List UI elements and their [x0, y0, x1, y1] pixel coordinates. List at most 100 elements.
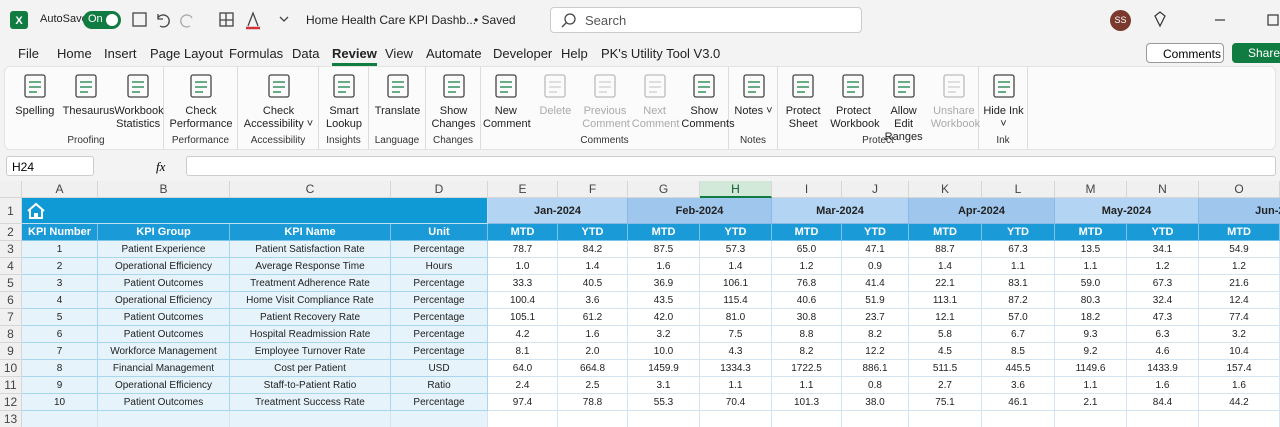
- data-cell[interactable]: 43.5: [628, 292, 700, 309]
- ribbon-button[interactable]: Show Comments: [679, 71, 735, 131]
- ribbon-button[interactable]: Translate: [369, 71, 426, 118]
- data-cell[interactable]: 3.2: [1199, 326, 1280, 343]
- column-header[interactable]: L: [982, 181, 1055, 198]
- empty-cell[interactable]: [22, 411, 98, 427]
- data-cell[interactable]: 40.5: [558, 275, 628, 292]
- menu-tab[interactable]: Page Layout: [150, 46, 224, 61]
- data-cell[interactable]: 157.4: [1199, 360, 1280, 377]
- data-cell[interactable]: 12.1: [909, 309, 982, 326]
- data-cell[interactable]: Ratio: [391, 377, 488, 394]
- menu-tab[interactable]: Automate: [426, 46, 482, 61]
- row-header[interactable]: 3: [0, 241, 22, 258]
- ribbon-button[interactable]: Protect Sheet: [778, 71, 828, 131]
- data-cell[interactable]: 78.7: [488, 241, 558, 258]
- ribbon-button[interactable]: Check Accessibility ˅: [238, 71, 319, 131]
- data-cell[interactable]: USD: [391, 360, 488, 377]
- data-cell[interactable]: 10.0: [628, 343, 700, 360]
- data-cell[interactable]: 57.0: [982, 309, 1055, 326]
- ribbon-button[interactable]: Workbook Statistics: [112, 71, 164, 131]
- column-header[interactable]: G: [628, 181, 700, 198]
- row-header[interactable]: 8: [0, 326, 22, 343]
- menu-tab[interactable]: File: [18, 46, 39, 61]
- name-box[interactable]: H24: [6, 156, 94, 176]
- data-cell[interactable]: 59.0: [1055, 275, 1127, 292]
- data-cell[interactable]: Hours: [391, 258, 488, 275]
- menu-tab[interactable]: Insert: [104, 46, 137, 61]
- data-cell[interactable]: 7: [22, 343, 98, 360]
- column-header[interactable]: A: [22, 181, 98, 198]
- data-cell[interactable]: Operational Efficiency: [98, 292, 230, 309]
- data-cell[interactable]: 1.4: [700, 258, 772, 275]
- ribbon-button[interactable]: Show Changes: [426, 71, 481, 131]
- data-cell[interactable]: 97.4: [488, 394, 558, 411]
- data-cell[interactable]: 77.4: [1199, 309, 1280, 326]
- empty-cell[interactable]: [700, 411, 772, 427]
- row-header[interactable]: 7: [0, 309, 22, 326]
- menu-tab[interactable]: Data: [292, 46, 320, 61]
- data-cell[interactable]: Percentage: [391, 326, 488, 343]
- data-cell[interactable]: 2.1: [1055, 394, 1127, 411]
- ribbon-button[interactable]: Spelling: [9, 71, 61, 118]
- row-header[interactable]: 1: [0, 198, 22, 224]
- empty-cell[interactable]: [842, 411, 909, 427]
- data-cell[interactable]: 2.7: [909, 377, 982, 394]
- column-header[interactable]: H: [700, 181, 772, 198]
- ribbon-button[interactable]: Hide Ink ˅: [979, 71, 1028, 131]
- data-cell[interactable]: Financial Management: [98, 360, 230, 377]
- column-header[interactable]: D: [391, 181, 488, 198]
- menu-tab[interactable]: Developer: [493, 46, 553, 61]
- ribbon-button[interactable]: New Comment: [481, 71, 531, 131]
- ribbon-button[interactable]: Smart Lookup: [319, 71, 369, 131]
- data-cell[interactable]: 22.1: [909, 275, 982, 292]
- column-header[interactable]: J: [842, 181, 909, 198]
- data-cell[interactable]: 6.7: [982, 326, 1055, 343]
- data-cell[interactable]: 51.9: [842, 292, 909, 309]
- data-cell[interactable]: 65.0: [772, 241, 842, 258]
- row-header[interactable]: 12: [0, 394, 22, 411]
- column-header[interactable]: C: [230, 181, 391, 198]
- row-header[interactable]: 6: [0, 292, 22, 309]
- data-cell[interactable]: Workforce Management: [98, 343, 230, 360]
- data-cell[interactable]: 1334.3: [700, 360, 772, 377]
- data-cell[interactable]: 80.3: [1055, 292, 1127, 309]
- data-cell[interactable]: 44.2: [1199, 394, 1280, 411]
- data-cell[interactable]: Treatment Adherence Rate: [230, 275, 391, 292]
- data-cell[interactable]: 47.1: [842, 241, 909, 258]
- empty-cell[interactable]: [391, 411, 488, 427]
- menu-tab[interactable]: Review: [332, 46, 377, 66]
- empty-cell[interactable]: [488, 411, 558, 427]
- data-cell[interactable]: Treatment Success Rate: [230, 394, 391, 411]
- data-cell[interactable]: 46.1: [982, 394, 1055, 411]
- ribbon-button[interactable]: Thesaurus: [61, 71, 115, 118]
- data-cell[interactable]: 3.6: [558, 292, 628, 309]
- menu-tab[interactable]: PK's Utility Tool V3.0: [601, 46, 721, 61]
- row-header[interactable]: 2: [0, 224, 22, 241]
- data-cell[interactable]: 100.4: [488, 292, 558, 309]
- data-cell[interactable]: 23.7: [842, 309, 909, 326]
- data-cell[interactable]: 1.2: [1199, 258, 1280, 275]
- data-cell[interactable]: 8.5: [982, 343, 1055, 360]
- ribbon-button[interactable]: Allow Edit Ranges: [879, 71, 929, 144]
- column-header[interactable]: E: [488, 181, 558, 198]
- empty-cell[interactable]: [982, 411, 1055, 427]
- menu-tab[interactable]: Home: [57, 46, 92, 61]
- empty-cell[interactable]: [230, 411, 391, 427]
- data-cell[interactable]: 4.2: [488, 326, 558, 343]
- data-cell[interactable]: 34.1: [1127, 241, 1199, 258]
- data-cell[interactable]: 12.4: [1199, 292, 1280, 309]
- data-cell[interactable]: 87.2: [982, 292, 1055, 309]
- data-cell[interactable]: 32.4: [1127, 292, 1199, 309]
- data-cell[interactable]: 78.8: [558, 394, 628, 411]
- data-cell[interactable]: 3.2: [628, 326, 700, 343]
- data-cell[interactable]: Percentage: [391, 275, 488, 292]
- data-cell[interactable]: 7.5: [700, 326, 772, 343]
- data-cell[interactable]: 105.1: [488, 309, 558, 326]
- row-header[interactable]: 9: [0, 343, 22, 360]
- comments-button[interactable]: Comments: [1146, 43, 1224, 63]
- data-cell[interactable]: 445.5: [982, 360, 1055, 377]
- data-cell[interactable]: 2.5: [558, 377, 628, 394]
- data-cell[interactable]: 13.5: [1055, 241, 1127, 258]
- data-cell[interactable]: 84.2: [558, 241, 628, 258]
- data-cell[interactable]: Operational Efficiency: [98, 377, 230, 394]
- data-cell[interactable]: 38.0: [842, 394, 909, 411]
